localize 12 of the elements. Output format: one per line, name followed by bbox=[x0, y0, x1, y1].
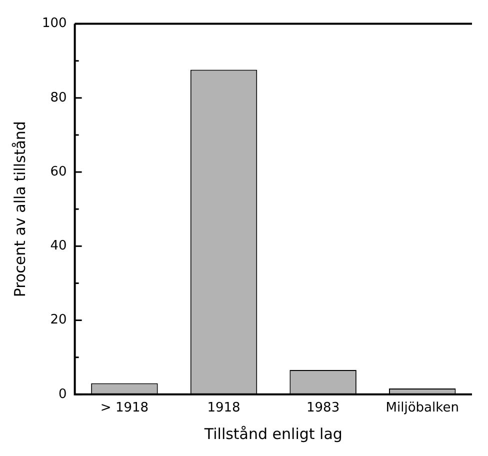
y-tick-label: 80 bbox=[50, 90, 67, 106]
y-axis-title: Procent av alla tillstånd bbox=[10, 121, 29, 298]
y-tick-label: 60 bbox=[50, 164, 67, 180]
y-tick-label: 0 bbox=[58, 386, 67, 402]
y-tick-label: 20 bbox=[50, 312, 67, 328]
x-axis-title: Tillstånd enligt lag bbox=[203, 424, 342, 443]
x-tick-label: 1918 bbox=[207, 400, 240, 416]
x-tick-label: > 1918 bbox=[100, 400, 149, 416]
x-tick-label: 1983 bbox=[306, 400, 340, 416]
y-tick-label: 40 bbox=[50, 238, 67, 254]
x-tick-label: Miljöbalken bbox=[386, 400, 459, 416]
y-tick-label: 100 bbox=[42, 16, 67, 32]
